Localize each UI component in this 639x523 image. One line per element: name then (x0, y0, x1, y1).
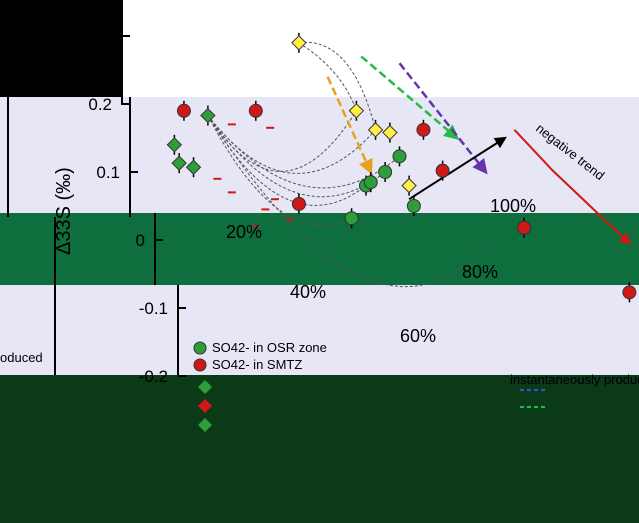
legend-label: instantaneously produced sulfides in SMT… (510, 372, 639, 387)
middle-green-band (0, 213, 639, 285)
data-point-circle (406, 199, 421, 213)
percent-label: 60% (400, 326, 436, 346)
data-point-circle (517, 220, 532, 235)
data-point-circle (344, 211, 359, 226)
data-point-diamond (185, 159, 202, 175)
legend: SO42- in OSR zone SO42- in SMTZ instantane… (193, 340, 639, 432)
data-point-diamond (401, 177, 417, 194)
mixing-curve (298, 42, 357, 111)
lower-band (0, 285, 639, 375)
upper-band (0, 97, 639, 217)
legend-marker (193, 341, 207, 355)
data-point-circle (435, 163, 450, 178)
black-trend-arrow (408, 136, 507, 201)
legend-diamond (198, 380, 212, 394)
legend-marker (193, 358, 207, 372)
bottom-dark-band (0, 375, 639, 523)
mixing-curve (298, 41, 377, 130)
y-axis-label: Δ33S (‰) (53, 167, 75, 255)
side-label: oduced (0, 350, 43, 365)
mixing-curves (207, 41, 491, 288)
percent-label: 100% (490, 196, 536, 216)
data-point-circle (392, 149, 407, 164)
data-point-circle (622, 285, 637, 300)
top-white-panel (122, 0, 639, 105)
data-point-diamond (291, 35, 307, 51)
data-point-circle (291, 196, 306, 211)
negative-trend-line (513, 129, 632, 246)
legend-diamond (198, 399, 212, 413)
data-point-circle (363, 175, 378, 190)
mixing-curve (207, 115, 376, 174)
purple-trend-arrow (398, 62, 488, 175)
y-tick-label: -0.1 (139, 299, 168, 318)
data-point-circle (176, 103, 191, 118)
mixing-curve (207, 115, 352, 226)
data-point-diamond (200, 107, 216, 124)
data-point-diamond (367, 122, 384, 138)
percent-label: 40% (290, 282, 326, 302)
y-tick-label: -0.2 (139, 367, 168, 386)
legend-label: SO42- in SMTZ (212, 357, 302, 372)
percent-label: 20% (226, 222, 262, 242)
y-tick-label: 0.1 (96, 163, 120, 182)
data-point-diamond (382, 124, 398, 141)
data-point-diamond (166, 137, 183, 153)
legend-diamond (198, 418, 212, 432)
orange-trend-arrow (326, 76, 373, 175)
mixing-curve (207, 115, 491, 288)
data-point-diamond (348, 103, 365, 119)
y-tick-label: 0.2 (88, 95, 112, 114)
legend-label: SO42- in OSR zone (212, 340, 327, 355)
data-points (166, 32, 637, 303)
y-tick-label: 0 (136, 231, 145, 250)
y-tick-label: 0.3 (88, 27, 112, 46)
data-point-circle (248, 103, 263, 118)
data-point-circle (378, 165, 393, 179)
mixing-curve (207, 110, 357, 172)
y-ticks: 0.3 0.2 0.1 0 -0.1 -0.2 (88, 27, 186, 386)
percent-label: 80% (462, 262, 498, 282)
green-trend-arrow (360, 55, 460, 140)
data-point-circle (416, 122, 431, 137)
data-point-diamond (171, 155, 187, 171)
trend-arrows (326, 55, 632, 246)
